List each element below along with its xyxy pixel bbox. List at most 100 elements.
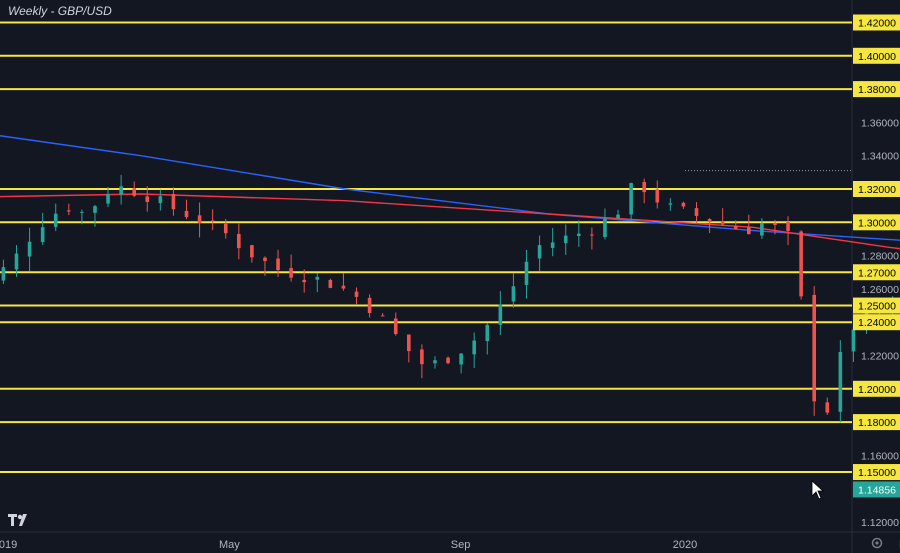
level-price-label: 1.42000: [858, 18, 896, 30]
candle-body: [407, 334, 411, 352]
price-tick-label: 1.12000: [861, 517, 899, 529]
candle-body: [263, 257, 267, 262]
time-tick-label: 2020: [673, 539, 697, 551]
candle-body: [694, 208, 699, 216]
candle-body: [825, 402, 830, 413]
time-tick-label: 2019: [0, 539, 17, 551]
candle-body: [577, 233, 581, 237]
candle-body: [668, 203, 673, 205]
candle-body: [80, 211, 84, 213]
price-axis[interactable]: 1.120001.140001.160001.220001.260001.280…: [853, 14, 900, 530]
level-price-badge: [853, 264, 900, 281]
candle-body: [446, 357, 450, 364]
level-price-label: 1.20000: [858, 384, 896, 396]
current-price-badge: [853, 481, 900, 498]
candle-body: [420, 349, 424, 365]
candle-body: [655, 189, 660, 203]
gear-icon[interactable]: [870, 536, 884, 550]
level-price-badge: [853, 47, 900, 64]
candle-body: [760, 223, 764, 236]
level-price-badge: [853, 81, 900, 98]
level-price-badge: [853, 181, 900, 197]
candle-body: [315, 276, 320, 280]
level-price-badge: [853, 14, 900, 31]
cursor-arrow-icon: [811, 480, 825, 500]
candle-body: [1, 267, 6, 281]
candle-body: [53, 213, 58, 227]
candle-body: [838, 351, 843, 412]
candle-body: [341, 285, 346, 289]
price-tick-label: 1.28000: [861, 251, 899, 263]
candle-body: [747, 227, 751, 235]
candle-body: [302, 279, 306, 283]
time-tick-label: Sep: [451, 539, 471, 551]
chart-title: Weekly - GBP/USD: [8, 4, 112, 18]
candle-body: [851, 329, 856, 352]
candle-body: [511, 286, 516, 302]
candle-body: [590, 234, 594, 236]
candle-body: [289, 268, 293, 278]
candle-body: [616, 214, 620, 219]
candle-body: [14, 253, 19, 270]
candle-body: [550, 242, 555, 248]
time-axis[interactable]: 2019MaySep2020MaySep2021MaySep2022MaySep: [0, 539, 900, 551]
candle-body: [537, 245, 542, 259]
candle-body: [210, 220, 215, 222]
candle-body: [132, 188, 136, 196]
moving-averages: [0, 135, 900, 250]
candle-body: [171, 194, 176, 210]
level-price-label: 1.24000: [858, 317, 896, 329]
candle-body: [354, 291, 359, 297]
price-tick-label: 1.16000: [861, 450, 899, 462]
time-tick-label: May: [219, 539, 240, 551]
level-price-label: 1.15000: [858, 467, 896, 479]
support-resistance-levels: [0, 21, 852, 474]
candle-body: [106, 194, 110, 204]
candle-body: [707, 219, 712, 222]
level-price-badge: [853, 297, 900, 314]
level-price-label: 1.25000: [858, 301, 896, 313]
candle-body: [733, 226, 738, 230]
candle-body: [498, 304, 503, 325]
level-price-badge: [853, 464, 900, 481]
candle-body: [472, 340, 476, 355]
candle-body: [223, 223, 228, 234]
candle-body: [93, 206, 97, 213]
moving-average-line: [0, 135, 900, 241]
candle-body: [603, 218, 607, 237]
candle-body: [786, 221, 790, 231]
candle-body: [380, 315, 385, 317]
candle-body: [67, 210, 71, 212]
candle-body: [145, 196, 150, 202]
cursor-arrow-shape: [811, 480, 825, 500]
candle-body: [197, 215, 202, 223]
level-price-label: 1.38000: [858, 84, 896, 96]
price-tick-label: 1.22000: [861, 351, 899, 363]
level-price-badge: [853, 414, 900, 431]
candle-body: [812, 294, 816, 402]
candle-body: [642, 182, 646, 193]
candle-body: [119, 186, 123, 195]
candle-body: [40, 227, 45, 243]
level-price-badge: [853, 214, 900, 231]
candle-body: [237, 233, 241, 249]
price-tick-label: 1.36000: [861, 117, 899, 129]
candle-body: [459, 353, 463, 365]
candle-body: [433, 360, 437, 364]
candle-body: [485, 324, 490, 342]
candle-body: [720, 221, 725, 225]
candle-body: [184, 210, 189, 218]
candle-body: [524, 261, 529, 285]
candle-body: [158, 196, 163, 204]
candle-body: [799, 231, 803, 297]
level-price-label: 1.40000: [858, 51, 896, 63]
candle-body: [27, 241, 32, 257]
candle-body: [563, 235, 568, 244]
level-price-badge: [853, 380, 900, 397]
price-tick-label: 1.34000: [861, 151, 899, 163]
candle-body: [276, 258, 280, 271]
level-price-label: 1.30000: [858, 217, 896, 229]
current-price-label: 1.14856: [858, 484, 896, 496]
